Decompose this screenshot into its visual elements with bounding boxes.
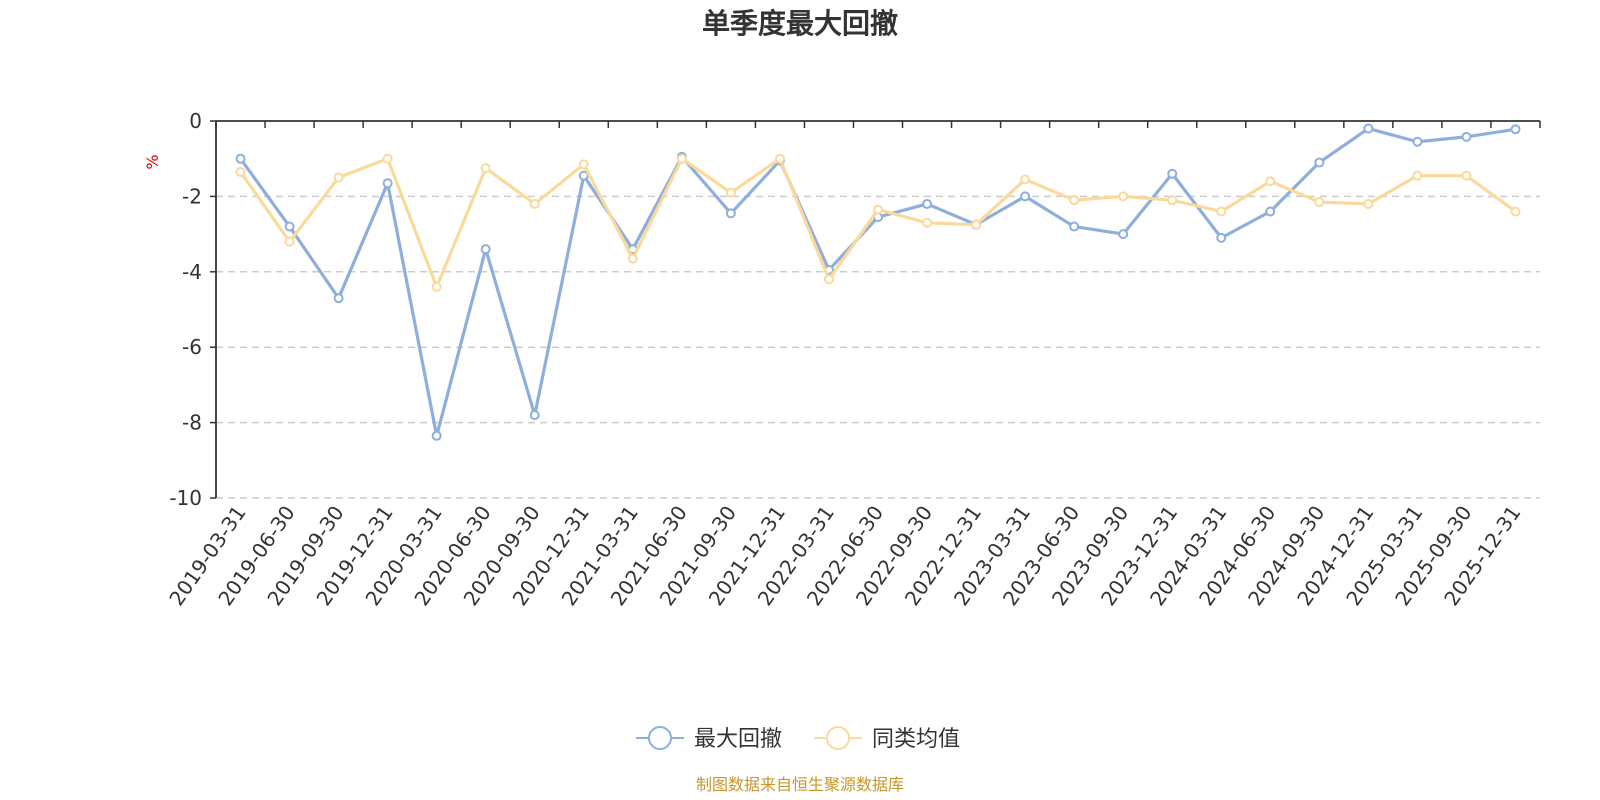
data-point-1-6[interactable] <box>529 198 540 209</box>
data-point-0-6[interactable] <box>529 410 540 421</box>
data-point-0-10[interactable] <box>725 208 736 219</box>
data-point-1-0[interactable] <box>235 166 246 177</box>
legend-label-0: 最大回撤 <box>694 727 782 752</box>
data-point-0-17[interactable] <box>1069 221 1080 232</box>
data-point-0-26[interactable] <box>1510 124 1521 135</box>
y-tick-label-0: 0 <box>189 109 202 133</box>
chart-title: 单季度最大回撤 <box>702 7 898 40</box>
data-point-0-3[interactable] <box>382 178 393 189</box>
data-point-1-1[interactable] <box>284 236 295 247</box>
data-point-1-11[interactable] <box>774 153 785 164</box>
data-point-1-14[interactable] <box>922 217 933 228</box>
y-tick-label-2: -4 <box>182 260 202 284</box>
data-point-1-4[interactable] <box>431 281 442 292</box>
legend-marker-0 <box>648 726 672 750</box>
y-tick-label-3: -6 <box>182 335 202 359</box>
data-point-1-17[interactable] <box>1069 195 1080 206</box>
data-point-1-10[interactable] <box>725 187 736 198</box>
data-point-0-7[interactable] <box>578 170 589 181</box>
data-point-0-19[interactable] <box>1167 168 1178 179</box>
data-point-0-4[interactable] <box>431 430 442 441</box>
data-point-0-14[interactable] <box>922 198 933 209</box>
data-point-0-25[interactable] <box>1461 131 1472 142</box>
data-point-1-26[interactable] <box>1510 206 1521 217</box>
legend-item-1[interactable]: 同类均值 <box>814 726 960 752</box>
data-point-0-0[interactable] <box>235 153 246 164</box>
data-point-1-12[interactable] <box>823 274 834 285</box>
legend-marker-1 <box>826 726 850 750</box>
data-point-1-24[interactable] <box>1412 170 1423 181</box>
y-axis-label: % <box>143 154 162 169</box>
data-point-0-2[interactable] <box>333 293 344 304</box>
data-point-1-21[interactable] <box>1265 176 1276 187</box>
y-tick-label-5: -10 <box>169 486 202 510</box>
series-line-0 <box>239 126 1516 438</box>
data-point-1-25[interactable] <box>1461 170 1472 181</box>
legend-label-1: 同类均值 <box>872 727 960 752</box>
data-point-0-22[interactable] <box>1314 157 1325 168</box>
data-point-1-9[interactable] <box>676 153 687 164</box>
y-tick-label-4: -8 <box>182 411 202 435</box>
data-point-1-5[interactable] <box>480 163 491 174</box>
legend-item-0[interactable]: 最大回撤 <box>636 726 782 752</box>
data-point-0-23[interactable] <box>1363 123 1374 134</box>
y-tick-label-1: -2 <box>182 184 202 208</box>
data-point-0-21[interactable] <box>1265 206 1276 217</box>
data-point-1-13[interactable] <box>873 204 883 215</box>
data-point-1-8[interactable] <box>627 253 638 264</box>
data-point-1-15[interactable] <box>971 219 982 230</box>
legend[interactable]: 最大回撤 同类均值 <box>636 726 960 752</box>
grid-lines <box>216 195 1540 499</box>
series-0 <box>235 123 1521 441</box>
data-point-1-2[interactable] <box>333 172 344 183</box>
data-point-0-5[interactable] <box>480 244 491 255</box>
data-point-1-22[interactable] <box>1314 197 1325 208</box>
axes: 0-2-4-6-8-102019-03-312019-06-302019-09-… <box>164 109 1541 610</box>
source-note: 制图数据来自恒生聚源数据库 <box>696 775 904 794</box>
data-point-0-16[interactable] <box>1020 191 1031 202</box>
data-point-1-20[interactable] <box>1216 206 1227 217</box>
series-1 <box>235 153 1521 292</box>
data-point-1-18[interactable] <box>1118 191 1129 202</box>
data-point-0-24[interactable] <box>1412 136 1423 147</box>
data-point-1-3[interactable] <box>382 153 393 164</box>
data-point-0-18[interactable] <box>1118 229 1129 240</box>
data-point-1-16[interactable] <box>1020 174 1031 185</box>
series-line-1 <box>239 157 1517 289</box>
data-point-0-20[interactable] <box>1216 232 1227 243</box>
series-lines <box>235 123 1521 441</box>
data-point-0-1[interactable] <box>284 221 295 232</box>
data-point-1-19[interactable] <box>1167 195 1178 206</box>
data-point-1-23[interactable] <box>1363 198 1374 209</box>
data-point-1-7[interactable] <box>578 159 589 170</box>
